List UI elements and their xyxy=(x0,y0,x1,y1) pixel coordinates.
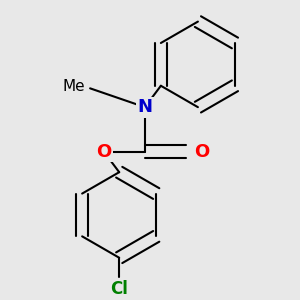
Text: N: N xyxy=(137,98,152,116)
Text: Cl: Cl xyxy=(110,280,128,298)
Text: Me: Me xyxy=(62,79,85,94)
Text: O: O xyxy=(96,142,111,160)
Text: O: O xyxy=(194,142,210,160)
